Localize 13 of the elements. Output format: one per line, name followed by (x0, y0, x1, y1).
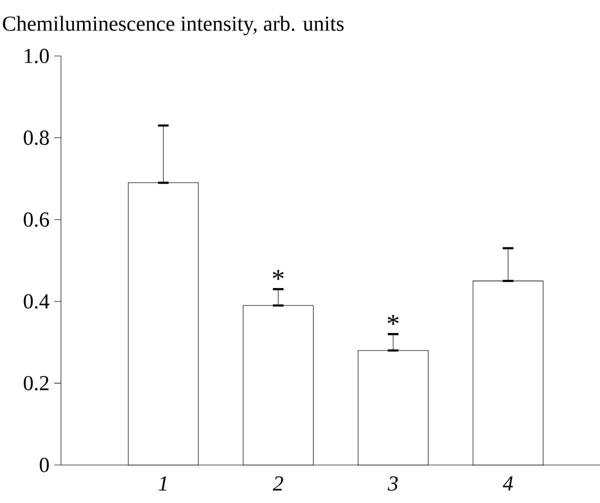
y-tick-label: 0.8 (24, 130, 49, 146)
x-tick-label: 4 (502, 476, 513, 490)
y-axis-title: Chemiluminescence intensity, arb. units (2, 16, 344, 36)
x-tick-label: 2 (272, 476, 284, 490)
annotation: * (272, 270, 284, 280)
y-tick-label: 0.6 (24, 212, 49, 227)
x-tick-label: 3 (388, 476, 398, 491)
y-tick-label: 0.4 (24, 294, 50, 309)
annotation: * (388, 315, 399, 325)
y-tick-label: 0.2 (24, 376, 48, 390)
y-tick-label: 1.0 (24, 48, 49, 64)
x-tick-label: 1 (158, 476, 166, 490)
y-tick-label: 0 (40, 458, 49, 472)
